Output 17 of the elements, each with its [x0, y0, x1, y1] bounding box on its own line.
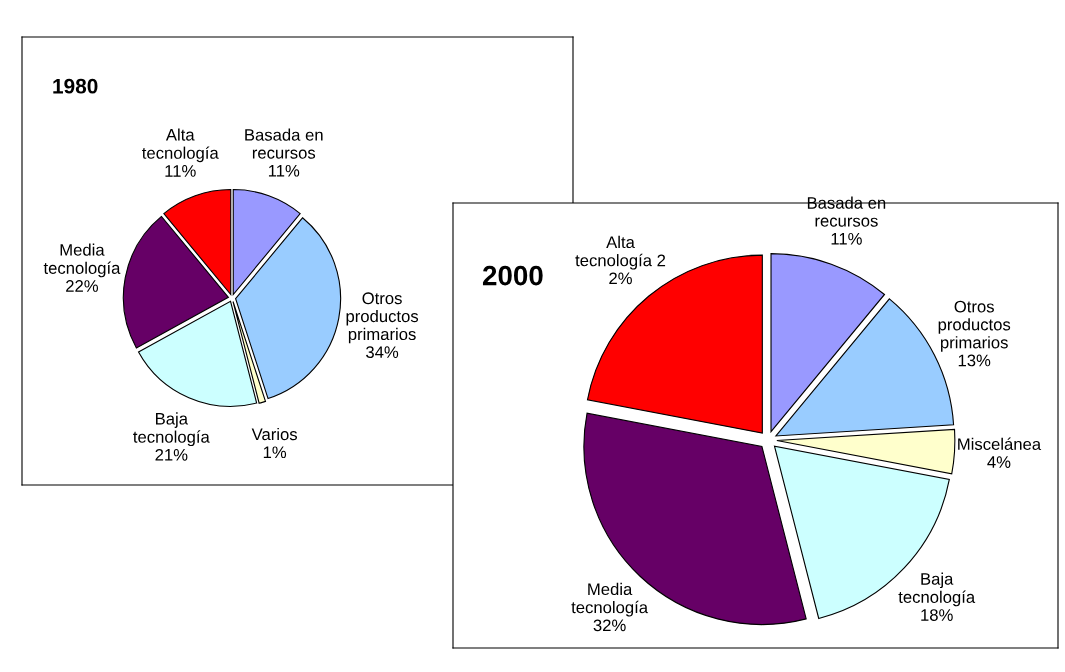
slice-label: Basada en recursos 11%	[807, 196, 886, 245]
slice-label: Varios 1%	[251, 427, 298, 459]
pie-slice	[122, 215, 229, 349]
pie-slice	[232, 188, 301, 296]
slice-label: Alta tecnología 11%	[142, 128, 219, 177]
slice-label: Miscelánea 4%	[958, 437, 1042, 468]
chart-title: 1980	[53, 78, 98, 94]
pie-slice	[163, 188, 232, 296]
slice-label: Otros productos primarios 13%	[938, 300, 1011, 367]
text: 2000	[482, 265, 543, 286]
slice-label: Media tecnología 22%	[43, 243, 121, 292]
slice-label: Basada en recursos 11%	[245, 128, 323, 177]
slice-label: Alta tecnología 2 2%	[575, 235, 666, 285]
slice-label: Baja tecnología 21%	[133, 412, 210, 461]
slice-label: Otros productos primarios 34%	[346, 292, 419, 359]
slice-label: Media tecnología 32%	[571, 582, 649, 632]
slice-label: Baja tecnología 18%	[898, 572, 976, 621]
